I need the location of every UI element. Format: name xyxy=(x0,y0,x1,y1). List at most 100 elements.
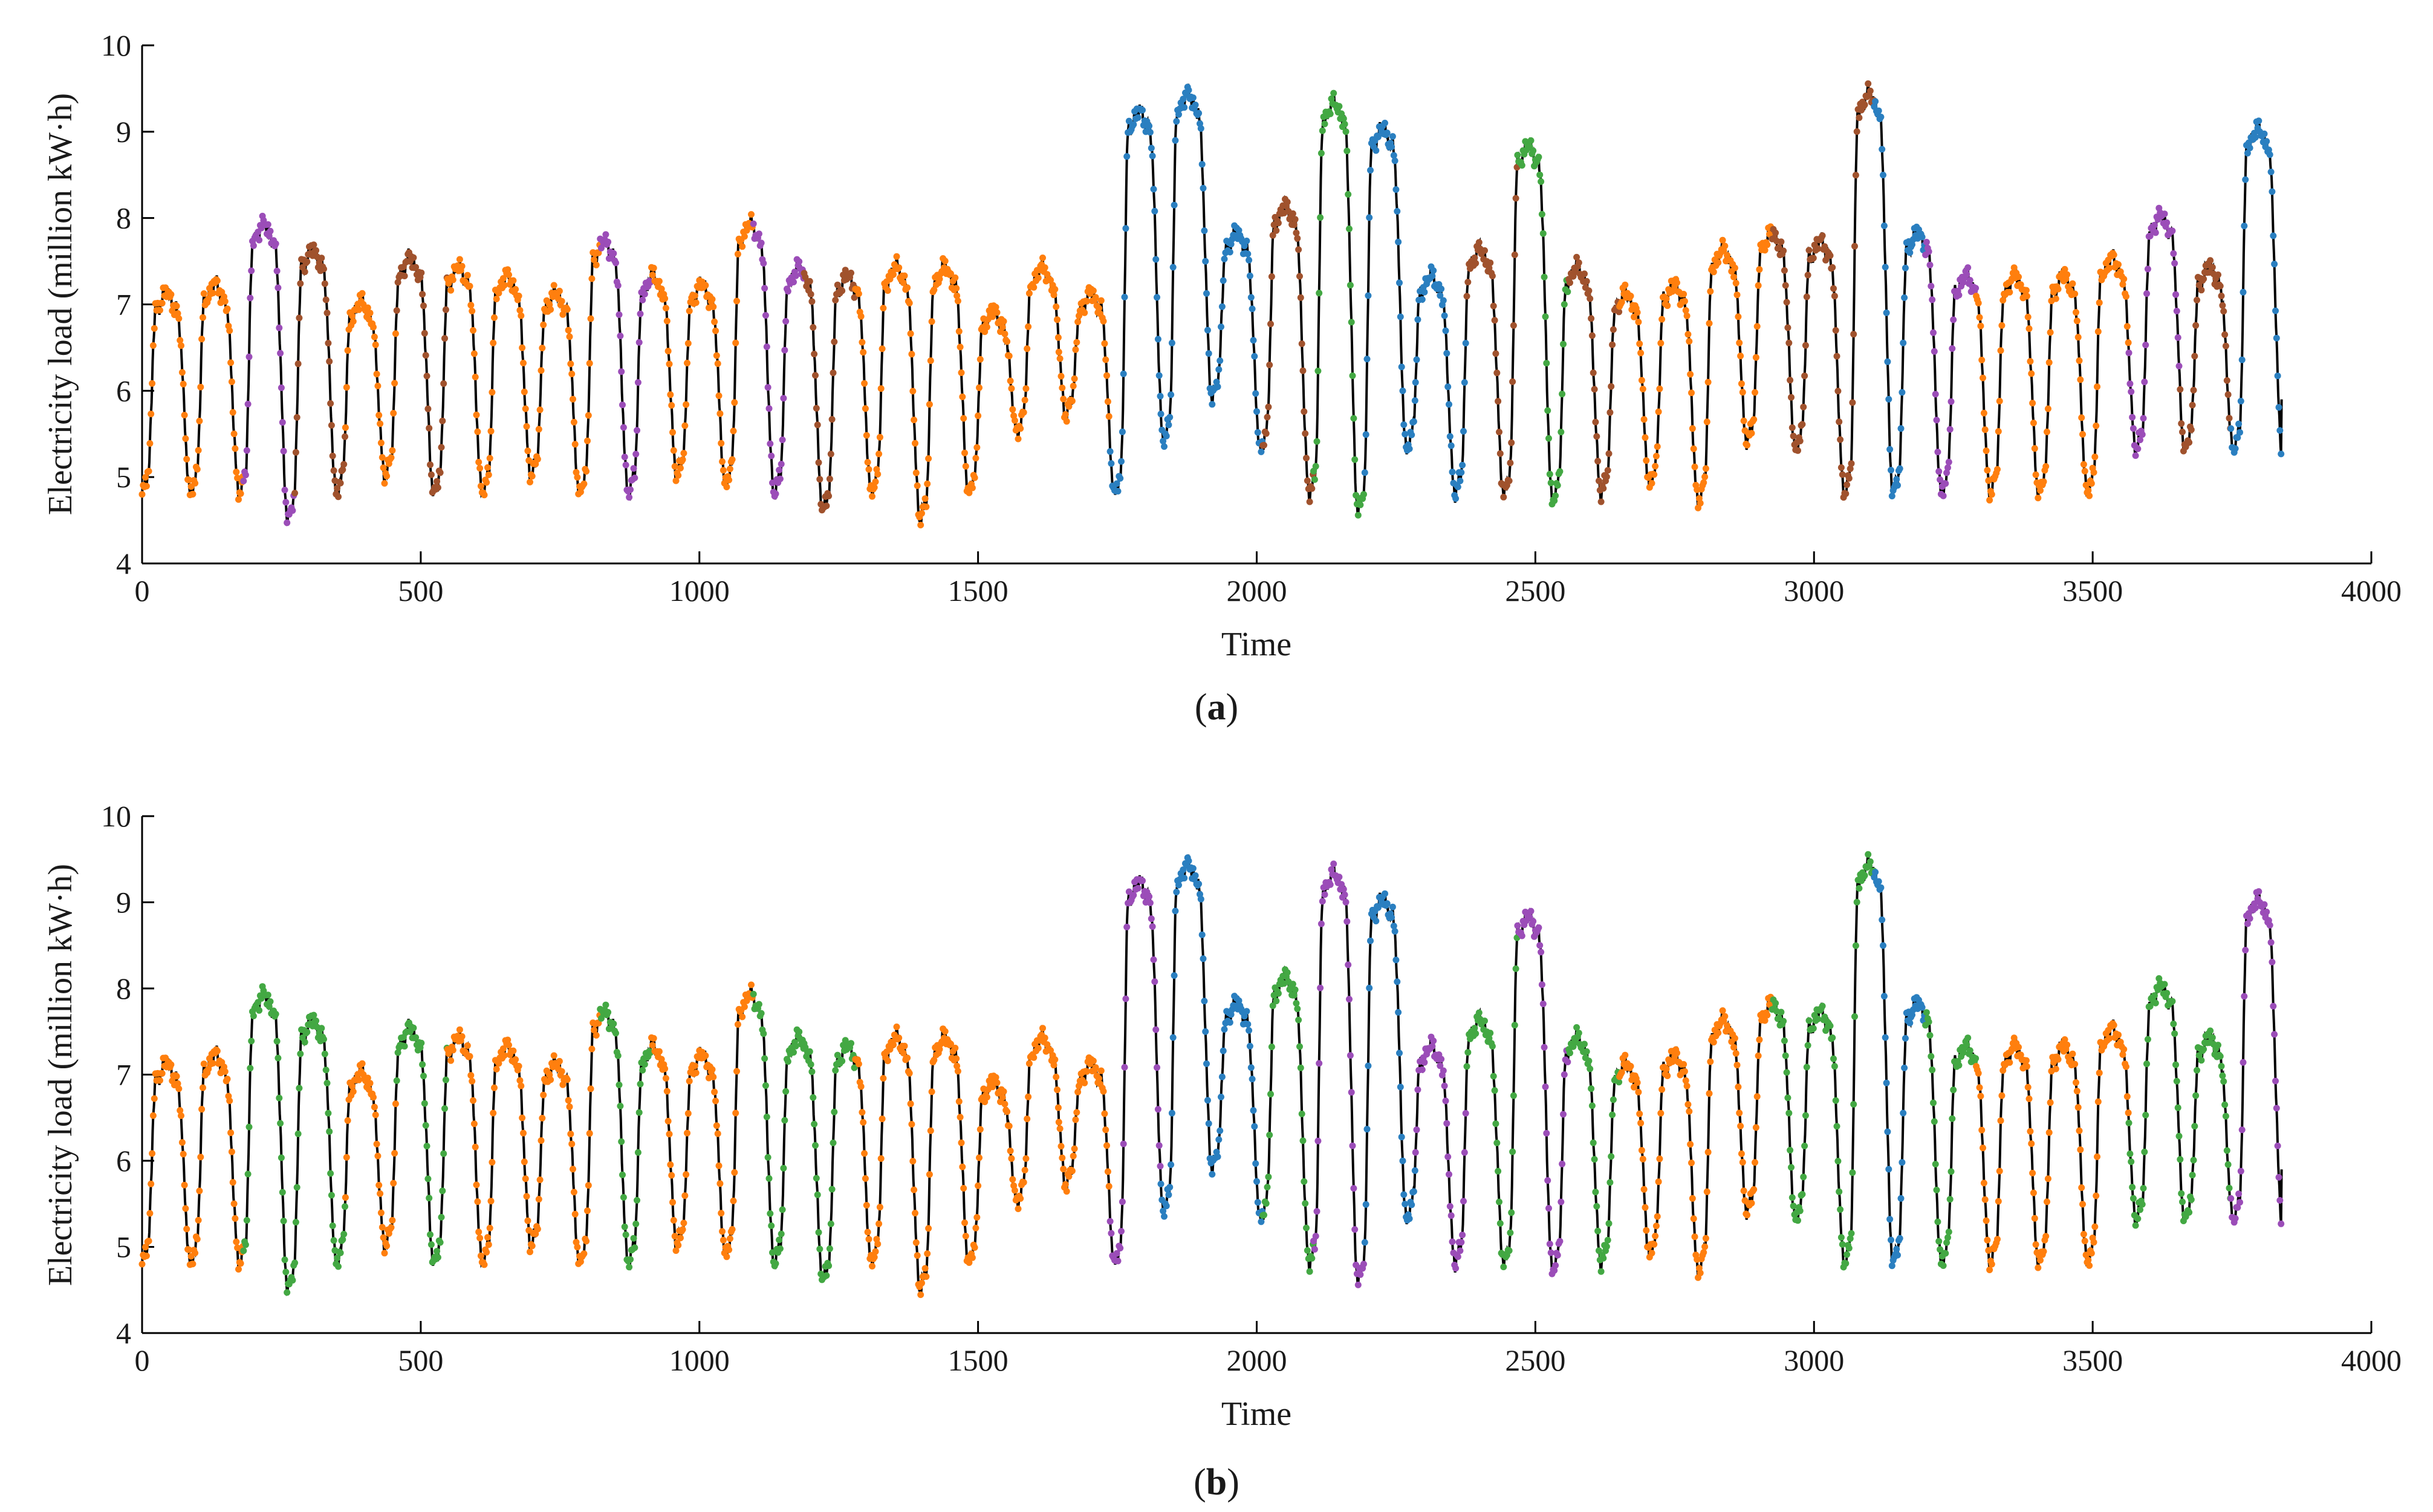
load-point xyxy=(1610,1096,1617,1103)
x-tick-label: 1500 xyxy=(948,1343,1009,1377)
load-point xyxy=(349,1088,357,1095)
load-point xyxy=(536,1176,544,1183)
load-point xyxy=(1336,103,1343,110)
load-point xyxy=(323,1080,331,1086)
load-point xyxy=(772,1260,779,1267)
load-point xyxy=(375,1181,383,1189)
load-point xyxy=(1764,241,1771,248)
load-point xyxy=(538,367,545,374)
load-point xyxy=(621,453,628,461)
load-point xyxy=(1683,1082,1691,1089)
load-point xyxy=(1888,467,1894,474)
load-point xyxy=(1781,1037,1788,1044)
load-point xyxy=(1215,1136,1223,1143)
load-point xyxy=(1879,146,1886,153)
load-point xyxy=(1585,1057,1593,1065)
load-point xyxy=(680,450,687,457)
load-point xyxy=(831,1108,838,1115)
day-12-cluster-1-points xyxy=(698,211,756,490)
load-point xyxy=(861,1150,868,1157)
load-point xyxy=(2177,1156,2184,1163)
load-point xyxy=(1247,1064,1255,1071)
load-point xyxy=(364,304,371,311)
load-point xyxy=(1605,1220,1613,1227)
load-point xyxy=(1790,432,1797,440)
load-point xyxy=(1795,447,1801,454)
load-point xyxy=(713,1122,720,1129)
load-point xyxy=(374,382,382,389)
load-point xyxy=(764,384,771,391)
load-point xyxy=(1495,398,1502,405)
load-point xyxy=(2086,1262,2093,1269)
load-point xyxy=(719,458,726,465)
load-point xyxy=(1235,227,1242,234)
load-point xyxy=(764,1153,771,1161)
load-point xyxy=(2028,370,2035,377)
load-point xyxy=(1637,1120,1645,1127)
load-point xyxy=(2255,888,2262,895)
load-point xyxy=(2198,1057,2205,1064)
load-point xyxy=(2235,420,2243,427)
load-point xyxy=(2045,359,2053,366)
load-point xyxy=(761,1055,768,1062)
load-point xyxy=(1400,421,1408,428)
load-point xyxy=(1227,1011,1235,1018)
load-point xyxy=(1395,238,1402,245)
load-point xyxy=(2040,478,2047,485)
load-point xyxy=(947,270,954,277)
load-point xyxy=(1543,1130,1550,1137)
load-point xyxy=(378,1224,386,1231)
load-point xyxy=(953,1055,960,1062)
load-point xyxy=(683,401,690,408)
load-point xyxy=(1721,1013,1729,1020)
load-point xyxy=(865,1236,872,1243)
load-point xyxy=(1246,256,1253,264)
load-point xyxy=(556,287,563,294)
load-point xyxy=(1756,1036,1763,1043)
panel-b-caption-close: ) xyxy=(1227,1462,1239,1503)
day-41-cluster-5-points xyxy=(2177,1027,2234,1224)
load-point xyxy=(1458,469,1465,476)
load-point xyxy=(421,1100,428,1107)
load-point xyxy=(1024,1115,1031,1123)
day-33-cluster-3-points xyxy=(1769,226,1826,454)
load-point xyxy=(2242,947,2249,954)
load-point xyxy=(830,1139,837,1146)
load-point xyxy=(1073,1109,1080,1116)
load-point xyxy=(375,412,383,419)
day-36-cluster-2-points xyxy=(1922,239,1980,499)
load-point xyxy=(318,255,325,262)
load-point xyxy=(626,494,633,501)
x-tick-label: 0 xyxy=(135,1343,150,1377)
load-point xyxy=(1935,1238,1943,1245)
load-point xyxy=(149,1150,156,1157)
panel-a-series xyxy=(138,80,2285,528)
load-point xyxy=(1827,252,1834,259)
load-point xyxy=(2132,1222,2139,1229)
load-point xyxy=(325,1109,332,1117)
load-point xyxy=(1609,341,1616,348)
load-point xyxy=(585,1182,592,1189)
load-point xyxy=(2226,415,2233,422)
load-point xyxy=(522,405,529,412)
load-point xyxy=(1543,360,1550,367)
load-point xyxy=(663,1088,671,1095)
load-point xyxy=(1414,1086,1421,1093)
y-tick-label: 8 xyxy=(116,972,131,1005)
load-point xyxy=(895,264,903,271)
day-13-cluster-5-points xyxy=(750,990,807,1270)
load-point xyxy=(1896,465,1903,472)
load-point xyxy=(1100,1088,1107,1095)
load-point xyxy=(1618,1069,1625,1076)
load-point xyxy=(641,291,648,297)
load-point xyxy=(2240,1059,2247,1066)
load-point xyxy=(586,360,593,367)
load-point xyxy=(1340,115,1347,122)
load-point xyxy=(1114,1257,1122,1265)
load-point xyxy=(320,265,327,273)
load-point xyxy=(602,231,609,238)
load-point xyxy=(681,422,689,429)
load-point xyxy=(658,1056,665,1063)
load-point xyxy=(1909,1011,1915,1019)
load-point xyxy=(296,314,303,322)
